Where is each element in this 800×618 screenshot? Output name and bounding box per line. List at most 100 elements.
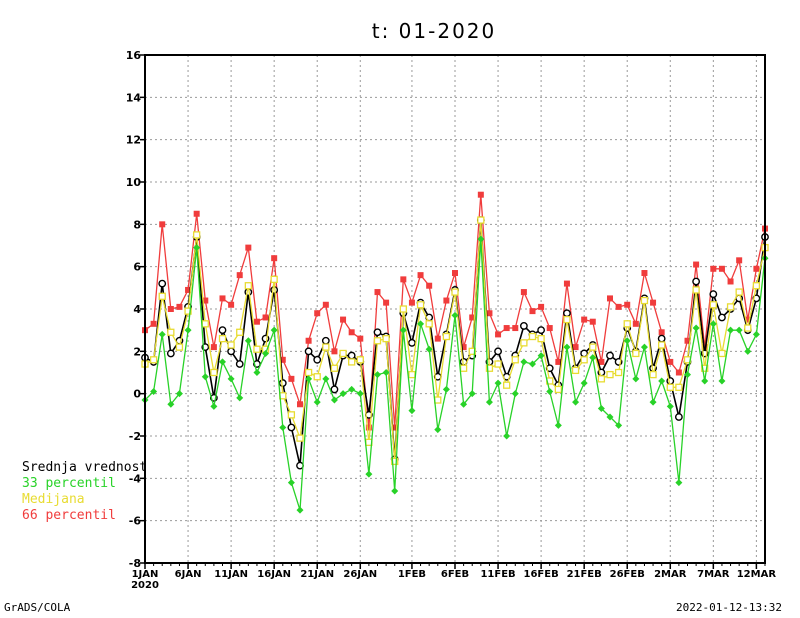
data-point-66-percentil	[641, 270, 648, 277]
data-point-66-percentil	[710, 265, 717, 272]
data-point-66-percentil	[383, 299, 390, 306]
data-point-medijana	[477, 216, 485, 224]
data-point-66-percentil	[167, 306, 174, 312]
data-point-medijana	[580, 356, 588, 364]
data-point-33-percentil	[348, 385, 356, 393]
data-point-66-percentil	[202, 297, 209, 304]
data-point-srednja-vrednost	[709, 290, 718, 299]
data-point-66-percentil	[572, 344, 579, 351]
data-point-33-percentil	[425, 345, 433, 353]
data-point-medijana	[494, 360, 502, 368]
data-point-33-percentil	[684, 371, 691, 379]
data-point-srednja-vrednost	[278, 379, 287, 387]
data-point-medijana	[632, 349, 640, 358]
data-point-medijana	[709, 301, 717, 309]
data-point-33-percentil	[210, 402, 218, 410]
data-point-33-percentil	[184, 326, 192, 334]
data-point-66-percentil	[279, 356, 286, 363]
data-point-33-percentil	[330, 396, 338, 404]
data-point-66-percentil	[193, 210, 200, 217]
y-tick-label: 8	[133, 218, 141, 231]
data-point-medijana	[554, 385, 562, 394]
data-point-medijana	[184, 307, 192, 315]
data-point-33-percentil	[382, 369, 390, 376]
data-point-66-percentil	[598, 358, 605, 365]
x-tick-label: 21JAN	[300, 569, 334, 580]
grid-lines	[144, 54, 765, 564]
data-point-33-percentil	[718, 377, 726, 385]
data-point-66-percentil	[426, 282, 433, 289]
data-point-medijana	[158, 292, 166, 300]
footer-credit: GrADS/COLA	[4, 601, 71, 614]
x-tick-label: 6JAN	[175, 569, 202, 580]
data-point-33-percentil	[640, 343, 648, 351]
legend-item-66-percentil: 66 percentil	[22, 508, 116, 523]
chart-title: t: 01-2020	[372, 19, 497, 43]
data-point-66-percentil	[297, 401, 303, 408]
data-point-33-percentil	[451, 311, 459, 319]
data-point-33-percentil	[580, 379, 588, 387]
x-tick-label: 26FEB	[610, 569, 645, 580]
data-point-66-percentil	[512, 325, 519, 332]
data-point-66-percentil	[288, 375, 295, 382]
data-point-medijana	[149, 356, 158, 364]
data-point-33-percentil	[399, 326, 407, 334]
data-point-medijana	[571, 366, 580, 375]
data-point-33-percentil	[270, 326, 278, 334]
data-point-66-percentil	[400, 276, 407, 283]
data-point-66-percentil	[495, 331, 502, 338]
data-point-33-percentil	[520, 358, 528, 366]
data-point-medijana	[589, 343, 597, 351]
x-tick-label: 11JAN	[214, 569, 248, 580]
data-point-medijana	[658, 341, 666, 349]
data-point-33-percentil	[460, 400, 468, 408]
data-point-66-percentil	[305, 337, 312, 344]
data-point-srednja-vrednost	[408, 338, 416, 347]
data-point-33-percentil	[675, 479, 683, 487]
y-tick-label: -2	[129, 430, 141, 443]
data-point-srednja-vrednost	[227, 347, 236, 356]
data-point-medijana	[520, 339, 528, 347]
x-tick-label: 16JAN	[257, 569, 291, 580]
data-point-33-percentil	[219, 358, 226, 366]
data-point-srednja-vrednost	[158, 279, 167, 288]
data-point-66-percentil	[357, 335, 364, 342]
data-point-66-percentil	[322, 301, 329, 308]
data-point-33-percentil	[150, 388, 158, 396]
data-point-33-percentil	[158, 330, 166, 338]
data-point-srednja-vrednost	[313, 355, 322, 364]
data-point-66-percentil	[615, 303, 622, 310]
data-point-66-percentil	[340, 316, 347, 323]
data-point-srednja-vrednost	[235, 360, 244, 368]
data-point-66-percentil	[176, 303, 183, 310]
data-point-srednja-vrednost	[674, 413, 683, 421]
data-point-srednja-vrednost	[537, 326, 546, 335]
data-point-srednja-vrednost	[519, 322, 528, 330]
data-point-33-percentil	[193, 244, 201, 252]
data-point-66-percentil	[185, 286, 192, 293]
data-point-33-percentil	[529, 360, 536, 368]
x-tick-label: 1FEB	[398, 569, 426, 580]
series-group	[141, 191, 769, 514]
x-tick-label: 6FEB	[441, 569, 469, 580]
data-point-66-percentil	[658, 329, 665, 336]
data-point-66-percentil	[675, 369, 682, 376]
data-point-33-percentil	[356, 390, 364, 398]
data-point-medijana	[270, 275, 278, 284]
footer-timestamp: 2022-01-12-13:32	[676, 601, 782, 614]
data-point-medijana	[434, 396, 442, 404]
data-point-33-percentil	[623, 337, 631, 345]
data-point-medijana	[193, 231, 201, 239]
data-point-srednja-vrednost	[494, 347, 502, 356]
data-point-33-percentil	[735, 326, 743, 334]
data-point-66-percentil	[632, 320, 639, 327]
y-tick-label: -8	[129, 557, 141, 570]
series-66-percentil	[142, 191, 768, 431]
data-point-66-percentil	[150, 320, 157, 327]
data-point-66-percentil	[245, 244, 252, 251]
data-point-medijana	[425, 320, 433, 328]
x-tick-label: 21FEB	[567, 569, 602, 580]
data-point-33-percentil	[287, 479, 295, 487]
data-point-33-percentil	[434, 426, 442, 434]
